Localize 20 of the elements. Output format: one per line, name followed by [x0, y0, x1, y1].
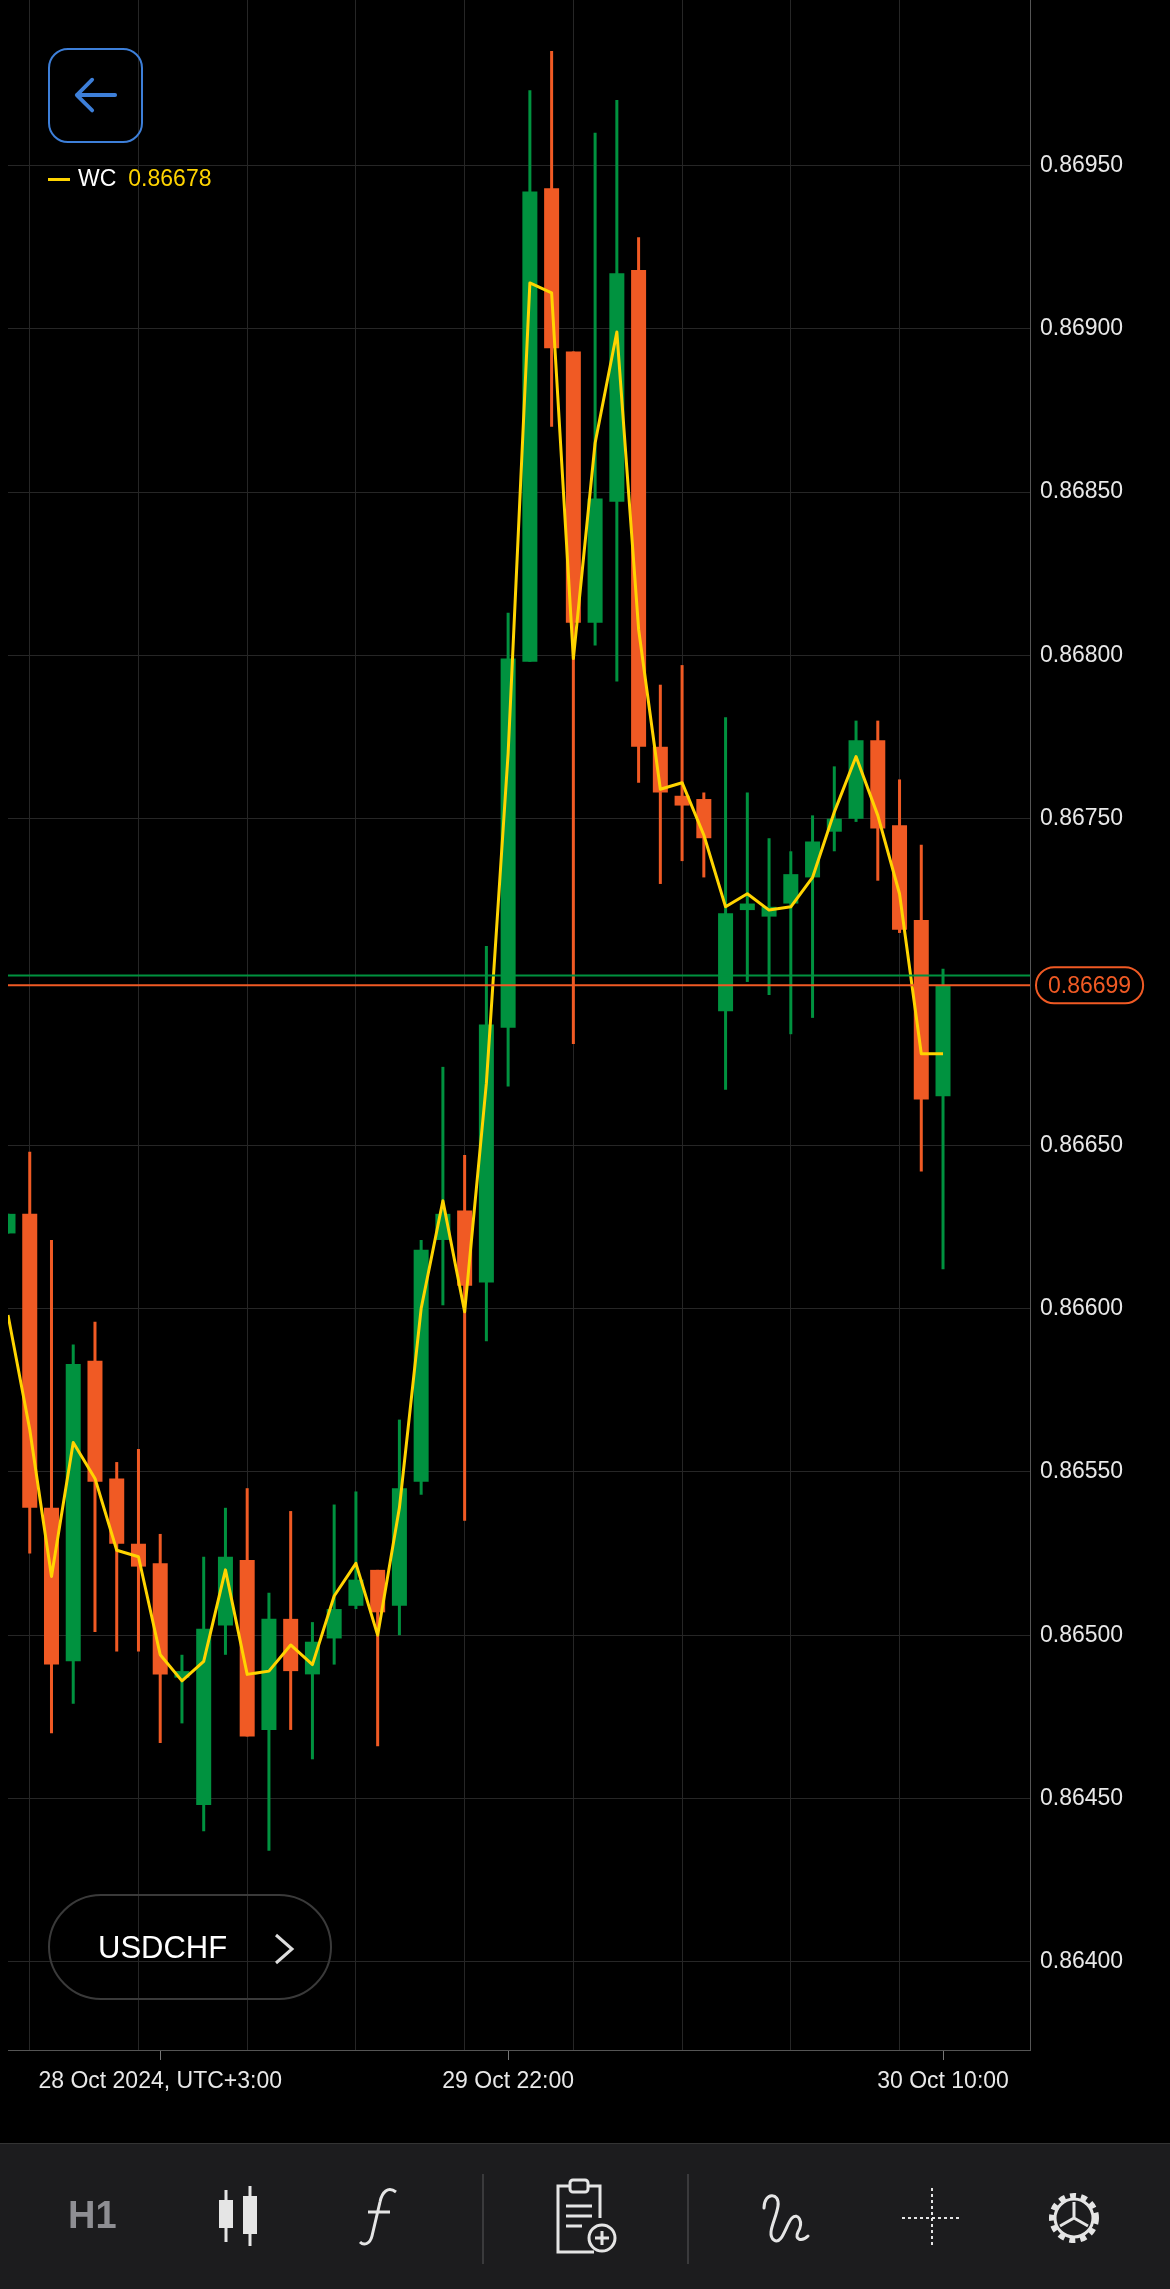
- y-tick-label: 0.86750: [1040, 803, 1124, 830]
- y-tick-label: 0.86500: [1040, 1620, 1124, 1647]
- text: USDCHF: [98, 1930, 228, 1966]
- y-tick-label: 0.86950: [1040, 150, 1124, 177]
- x-tick-label: 30 Oct 10:00: [877, 2067, 1009, 2094]
- y-tick-label: 0.86850: [1040, 477, 1124, 504]
- y-tick-label: 0.86550: [1040, 1457, 1124, 1484]
- y-tick-label: 0.86600: [1040, 1293, 1124, 1320]
- legend-label: WC: [78, 165, 117, 191]
- annotation: 0.86678: [128, 165, 212, 191]
- x-tick-label: 29 Oct 22:00: [442, 2067, 574, 2094]
- y-tick-label: 0.86450: [1040, 1783, 1124, 1810]
- text: H1: [68, 2194, 117, 2237]
- y-tick-label: 0.86900: [1040, 314, 1124, 341]
- candlestick: [674, 665, 690, 863]
- y-tick-label: 0.86800: [1040, 640, 1124, 667]
- y-tick-label: 0.86400: [1040, 1947, 1124, 1974]
- x-tick-label: 28 Oct 2024, UTC+3:00: [38, 2067, 282, 2094]
- ref-line-label: 0.86699: [1048, 971, 1132, 998]
- y-tick-label: 0.86650: [1040, 1130, 1124, 1157]
